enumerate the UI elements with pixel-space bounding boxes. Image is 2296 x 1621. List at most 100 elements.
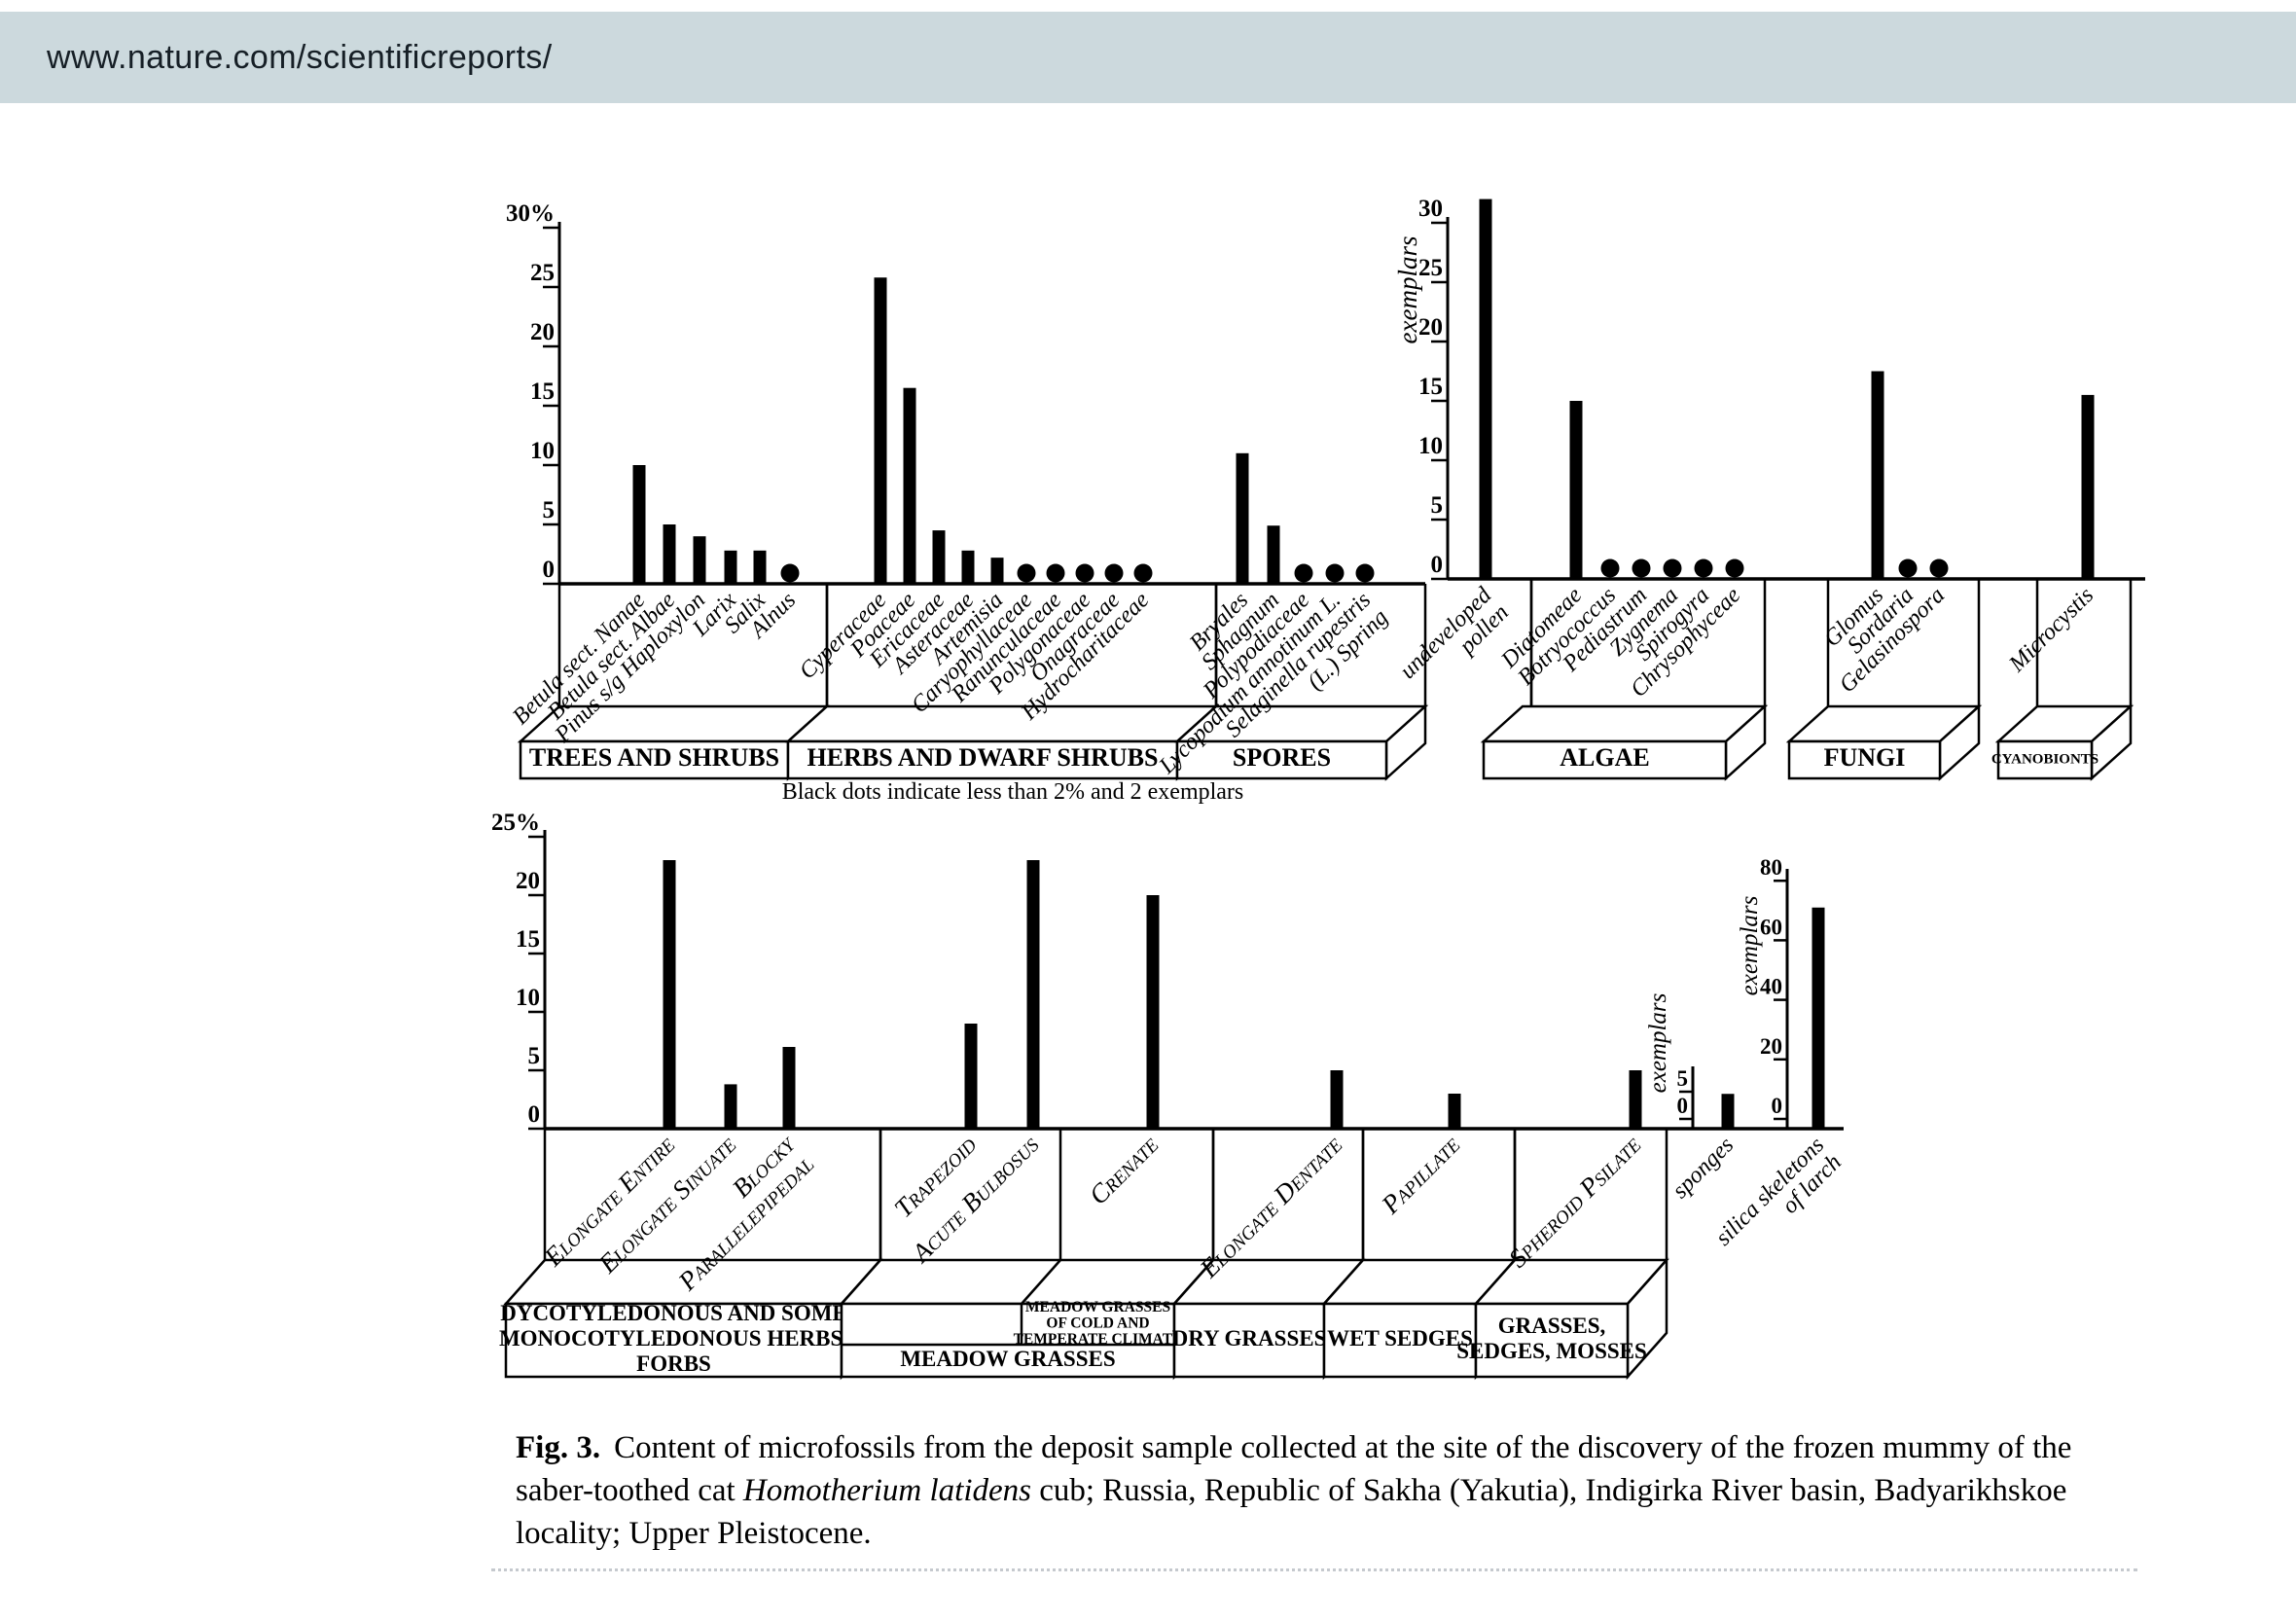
journal-url: www.nature.com/scientificreports/ <box>47 38 553 76</box>
group-label: DYCOTYLEDONOUS AND SOME <box>500 1301 847 1325</box>
dot-marker <box>1294 563 1313 583</box>
group-box-front-face <box>1996 739 2094 780</box>
y-tick-label: 5 <box>1431 492 1444 519</box>
chart-bar <box>964 1024 978 1129</box>
figure-caption-text-after: cub; Russia, Republic of Sakha (Yakutia)… <box>516 1473 2067 1551</box>
y-tick-label: 5 <box>528 1043 541 1069</box>
chart-bar <box>1236 452 1249 584</box>
group-box-front-face <box>1787 739 1942 780</box>
chart-bar <box>2081 394 2095 579</box>
mini-y-tick-label: 0 <box>1772 1094 1783 1118</box>
y-tick-label: 20 <box>1418 314 1443 341</box>
mini-y-tick-label: 5 <box>1677 1066 1689 1091</box>
y-tick-label: 30 <box>1418 196 1443 222</box>
group-label: SEDGES, MOSSES <box>1456 1339 1647 1363</box>
chart-bar <box>874 277 887 584</box>
chart-bar <box>1267 525 1280 584</box>
category-label: Papillate <box>1375 1130 1465 1220</box>
chart-bar <box>753 550 767 584</box>
chart-bar <box>990 558 1004 584</box>
dot-marker <box>1075 563 1094 583</box>
y-axis-title: exemplars <box>1645 993 1671 1094</box>
y-tick-label: 25 <box>530 260 555 286</box>
dot-marker <box>1898 558 1918 578</box>
group-box-front-face <box>1175 739 1388 780</box>
chart-bar <box>961 550 975 584</box>
figure-caption-text-before: Content of microfossils from the deposit… <box>516 1430 2072 1508</box>
group-label: ALGAE <box>1560 743 1649 772</box>
dot-marker <box>1017 563 1036 583</box>
dot-marker <box>780 563 800 583</box>
y-tick-label: 25 <box>1418 255 1443 281</box>
group-label: OF COLD AND <box>1046 1315 1149 1332</box>
y-tick-label: 25% <box>491 810 540 836</box>
chart-bar <box>1330 1070 1344 1129</box>
figure-caption-species: Homotherium latidens <box>742 1473 1031 1508</box>
chart-bar <box>932 530 946 584</box>
group-label: MONOCOTYLEDONOUS HERBS, <box>499 1326 848 1351</box>
group-label: MEADOW GRASSES <box>1025 1299 1170 1315</box>
y-tick-label: 20 <box>530 319 555 345</box>
group-label: SPORES <box>1233 743 1331 772</box>
y-tick-label: 30% <box>506 200 555 227</box>
mini-y-tick-label: 40 <box>1760 975 1782 999</box>
mini-y-tick-label: 60 <box>1760 915 1782 939</box>
chart-bar <box>1479 198 1492 579</box>
group-label: FUNGI <box>1824 743 1906 772</box>
chart-bar <box>1146 895 1160 1129</box>
group-label: FORBS <box>636 1351 711 1376</box>
chart-bar <box>1721 1094 1735 1129</box>
group-label: DRY GRASSES <box>1172 1326 1327 1351</box>
figure-caption-label: Fig. 3. <box>516 1430 601 1465</box>
group-label: TREES AND SHRUBS <box>529 743 779 772</box>
group-box-front-face <box>840 1302 1176 1379</box>
chart-bar <box>1812 907 1825 1129</box>
group-label: MEADOW GRASSES <box>900 1347 1115 1371</box>
category-label: Crenate <box>1084 1130 1165 1210</box>
chart-bar <box>1026 860 1040 1129</box>
y-tick-label: 10 <box>1418 433 1443 459</box>
chart-bar <box>724 550 737 584</box>
chart-bar <box>632 465 646 584</box>
chart-bar <box>1448 1094 1461 1129</box>
mini-y-tick-label: 0 <box>1677 1094 1689 1118</box>
journal-header-bar: www.nature.com/scientificreports/ <box>0 12 2296 103</box>
chart-bar <box>1871 371 1884 579</box>
chart-bar <box>1629 1070 1642 1129</box>
group-box-front-face <box>519 739 790 780</box>
group-box-front-face <box>1474 1302 1630 1379</box>
chart-bar <box>663 524 676 584</box>
y-axis-title: exemplars <box>1393 236 1422 344</box>
dot-marker <box>1355 563 1375 583</box>
y-tick-label: 20 <box>516 868 540 894</box>
group-label: HERBS AND DWARF SHRUBS <box>807 743 1159 772</box>
group-label: GRASSES, <box>1498 1314 1606 1338</box>
group-box-front-face <box>1482 739 1728 780</box>
mini-y-tick-label: 20 <box>1760 1034 1782 1059</box>
dot-marker <box>1104 563 1124 583</box>
meadow-divider-slant <box>1021 1259 1061 1305</box>
y-tick-label: 0 <box>528 1101 541 1128</box>
group-box-front-face <box>504 1302 843 1379</box>
dot-marker <box>1725 558 1744 578</box>
y-tick-label: 15 <box>516 926 540 953</box>
category-label: Spheroid Psilate <box>1503 1130 1647 1274</box>
group-label: WET SEDGES <box>1327 1326 1473 1351</box>
dot-marker <box>1694 558 1713 578</box>
y-tick-label: 0 <box>543 557 556 583</box>
group-label: CYANOBIONTS <box>1991 751 2099 767</box>
dot-marker <box>1600 558 1620 578</box>
y-tick-label: 15 <box>1418 374 1443 400</box>
chart-bar <box>782 1047 796 1129</box>
category-label: Microcystis <box>2004 583 2099 678</box>
y-tick-label: 15 <box>530 378 555 405</box>
chart-bar <box>693 536 706 584</box>
group-label: TEMPERATE CLIMATE <box>1014 1331 1183 1348</box>
dot-marker <box>1663 558 1682 578</box>
group-box-front-face <box>1322 1302 1478 1379</box>
figure-note: Black dots indicate less than 2% and 2 e… <box>781 779 1244 805</box>
chart-bar <box>663 860 676 1129</box>
dot-marker <box>1325 563 1345 583</box>
